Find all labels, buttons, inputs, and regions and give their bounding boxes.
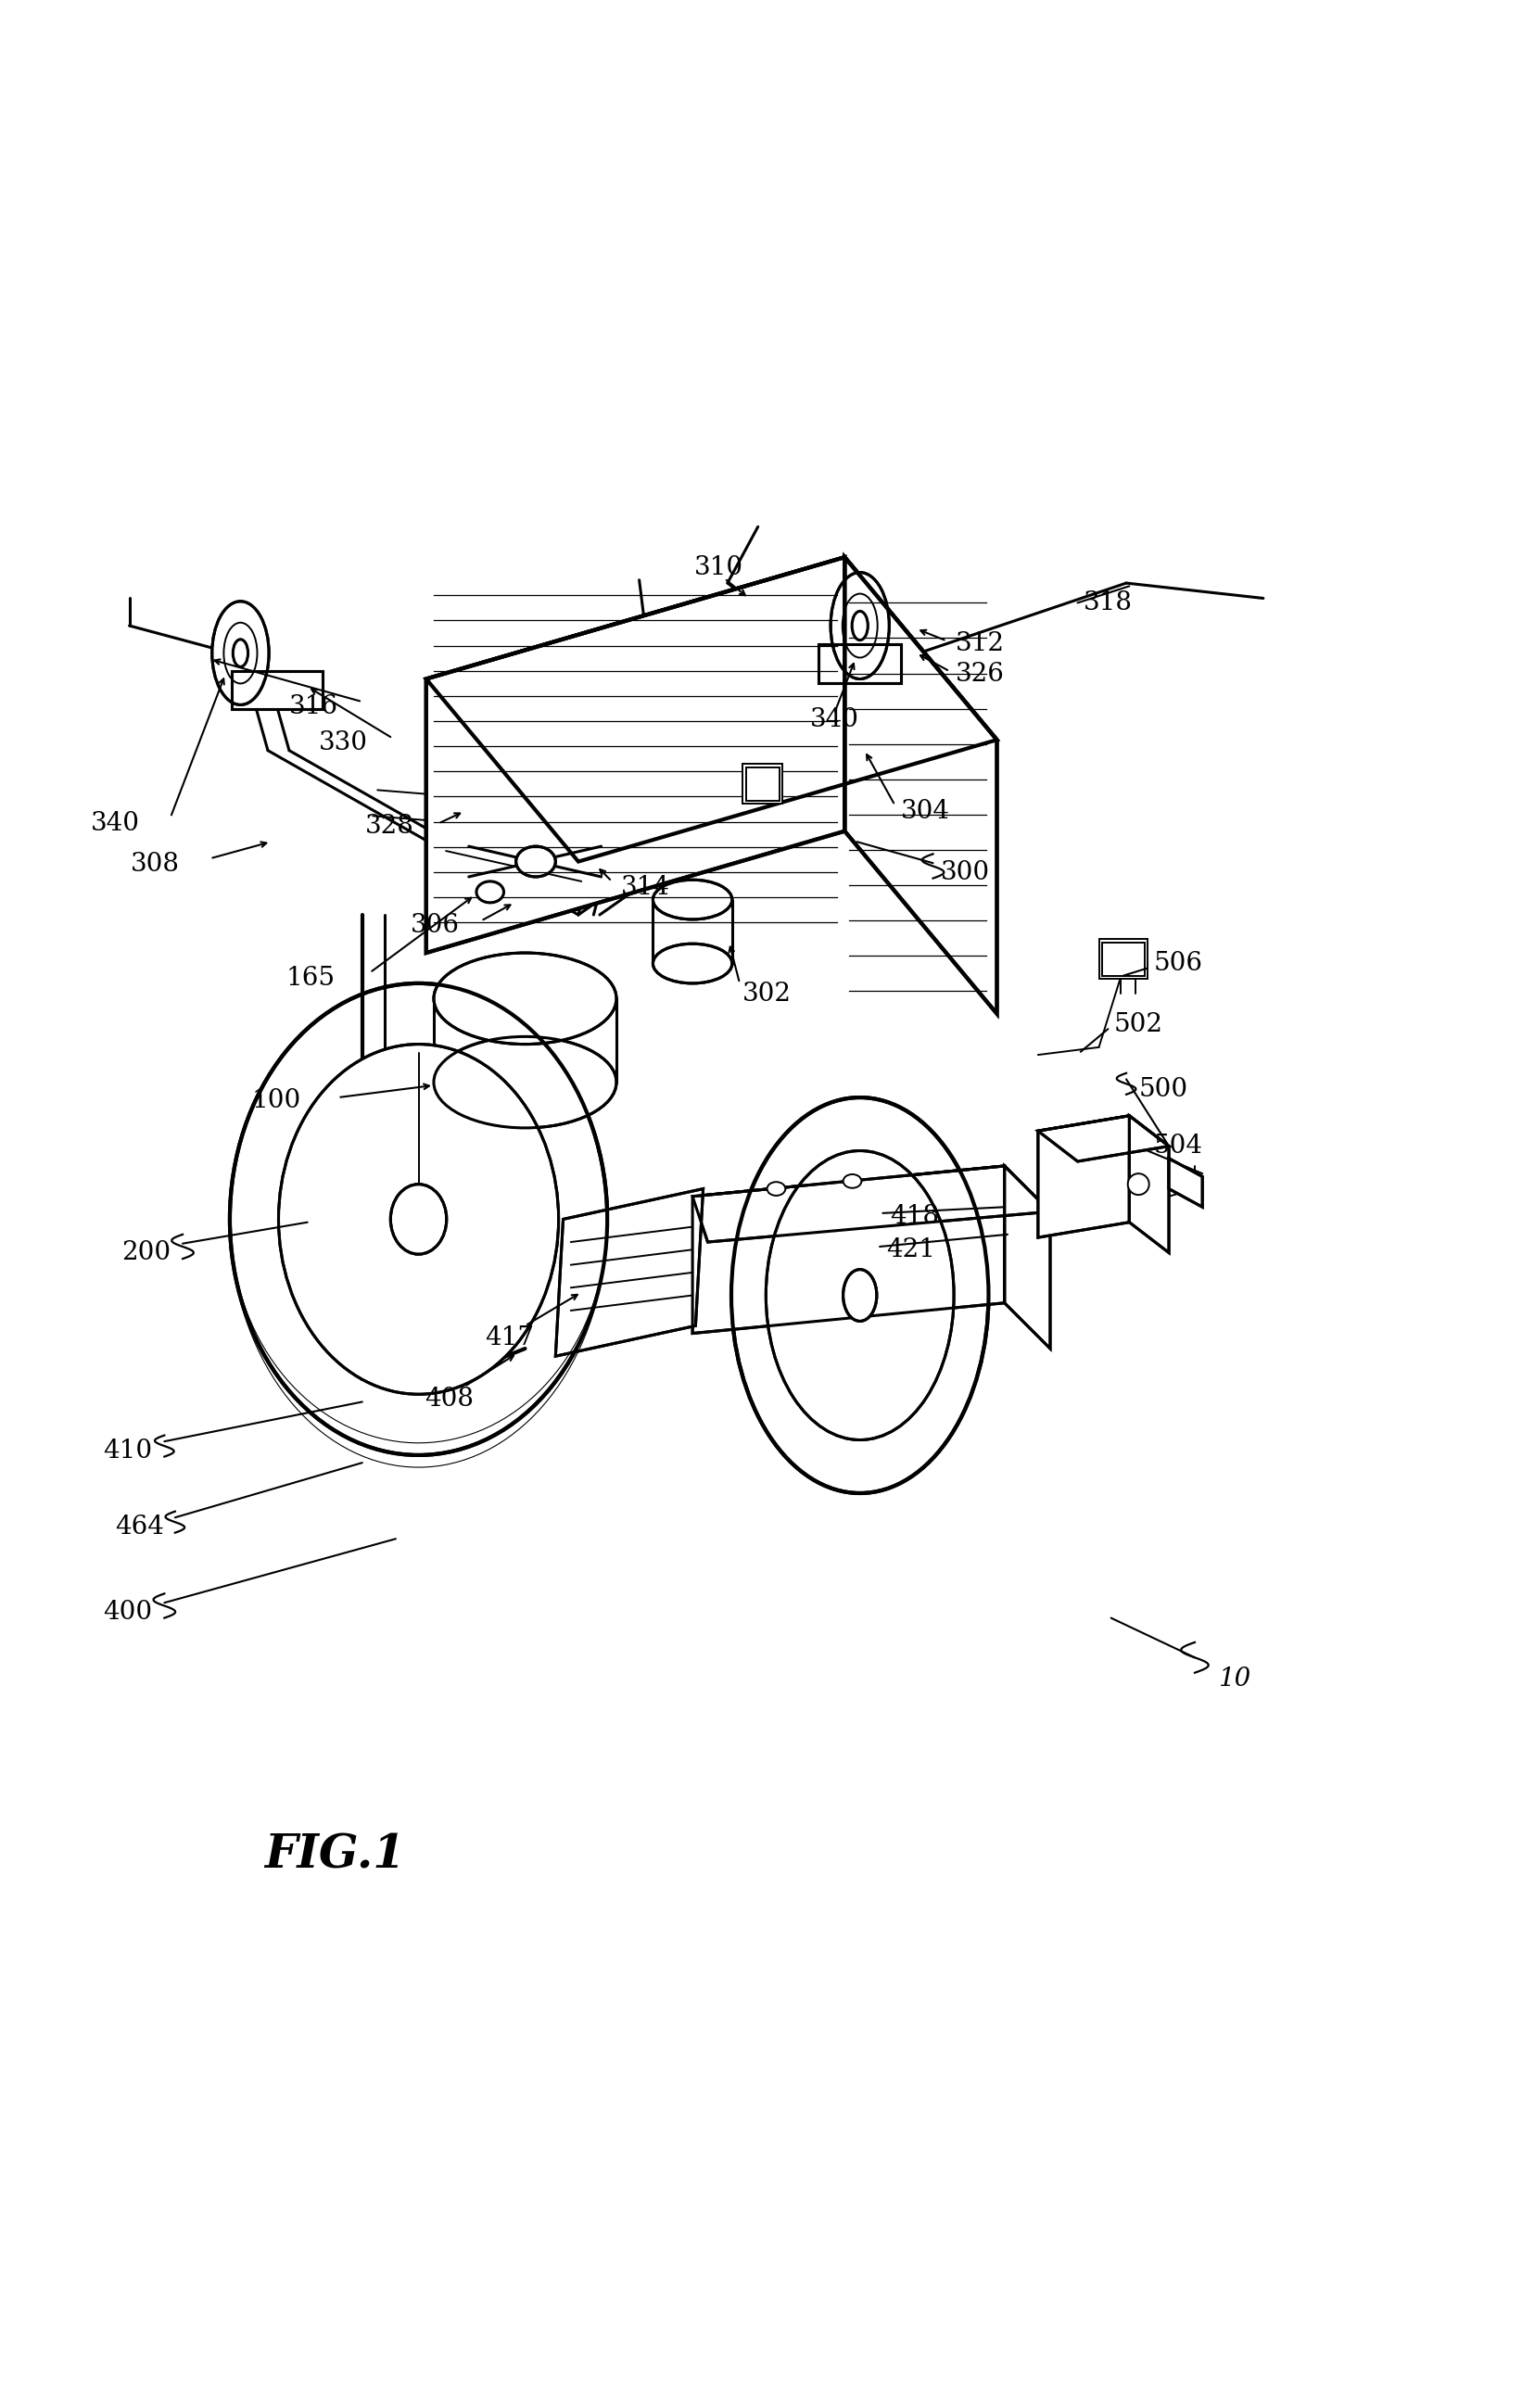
Text: 506: 506: [1154, 951, 1202, 975]
Text: 308: 308: [131, 852, 180, 877]
Text: 326: 326: [956, 662, 1005, 686]
Text: 302: 302: [743, 982, 791, 1007]
Text: 306: 306: [411, 913, 460, 939]
Ellipse shape: [230, 982, 607, 1454]
Ellipse shape: [653, 944, 732, 982]
Bar: [743, 763, 782, 804]
Polygon shape: [231, 672, 323, 710]
Text: 340: 340: [91, 811, 140, 836]
Ellipse shape: [731, 1098, 989, 1493]
Ellipse shape: [476, 881, 504, 903]
Text: 418: 418: [890, 1204, 939, 1228]
Polygon shape: [556, 1190, 703, 1356]
Text: 408: 408: [425, 1387, 473, 1411]
Polygon shape: [845, 556, 997, 1014]
Text: 502: 502: [1114, 1011, 1163, 1038]
Text: 504: 504: [1154, 1134, 1202, 1158]
Bar: [1099, 939, 1148, 978]
Text: 304: 304: [901, 799, 950, 824]
Text: 400: 400: [103, 1599, 152, 1625]
Text: 316: 316: [289, 694, 338, 720]
Text: 330: 330: [320, 730, 368, 756]
Text: 100: 100: [253, 1088, 301, 1112]
Text: 417: 417: [486, 1324, 534, 1351]
Text: 310: 310: [694, 556, 743, 580]
Ellipse shape: [653, 879, 732, 920]
Polygon shape: [426, 556, 997, 862]
Polygon shape: [426, 556, 845, 954]
Text: 312: 312: [956, 631, 1005, 657]
Text: 464: 464: [116, 1515, 164, 1539]
Ellipse shape: [212, 602, 269, 706]
Ellipse shape: [233, 641, 248, 667]
Polygon shape: [1005, 1165, 1050, 1348]
Polygon shape: [1038, 1115, 1169, 1161]
Text: 300: 300: [941, 860, 989, 884]
Polygon shape: [819, 643, 901, 684]
Ellipse shape: [1128, 1173, 1149, 1194]
Ellipse shape: [852, 612, 868, 641]
Polygon shape: [693, 1165, 1005, 1334]
Ellipse shape: [434, 954, 616, 1045]
Polygon shape: [1038, 1115, 1129, 1238]
Ellipse shape: [767, 1182, 785, 1197]
Polygon shape: [1169, 1158, 1202, 1206]
Ellipse shape: [831, 573, 889, 679]
Text: 328: 328: [365, 814, 414, 838]
Polygon shape: [1129, 1115, 1169, 1252]
Text: 340: 340: [810, 708, 858, 732]
Ellipse shape: [279, 1045, 559, 1394]
Text: 421: 421: [886, 1238, 935, 1262]
Text: FIG.1: FIG.1: [265, 1832, 405, 1878]
Text: 410: 410: [103, 1438, 152, 1464]
Ellipse shape: [843, 1269, 877, 1322]
Text: 200: 200: [122, 1240, 170, 1264]
Text: 314: 314: [621, 874, 670, 901]
Ellipse shape: [766, 1151, 954, 1440]
Text: 318: 318: [1084, 590, 1132, 616]
Ellipse shape: [516, 845, 556, 877]
Bar: [1102, 942, 1145, 975]
Ellipse shape: [391, 1185, 446, 1255]
Text: 500: 500: [1138, 1076, 1187, 1103]
Ellipse shape: [434, 1035, 616, 1127]
Text: 165: 165: [286, 966, 335, 992]
Ellipse shape: [843, 1175, 861, 1187]
Bar: [746, 768, 779, 802]
Text: 10: 10: [1218, 1666, 1250, 1690]
Polygon shape: [693, 1165, 1050, 1243]
